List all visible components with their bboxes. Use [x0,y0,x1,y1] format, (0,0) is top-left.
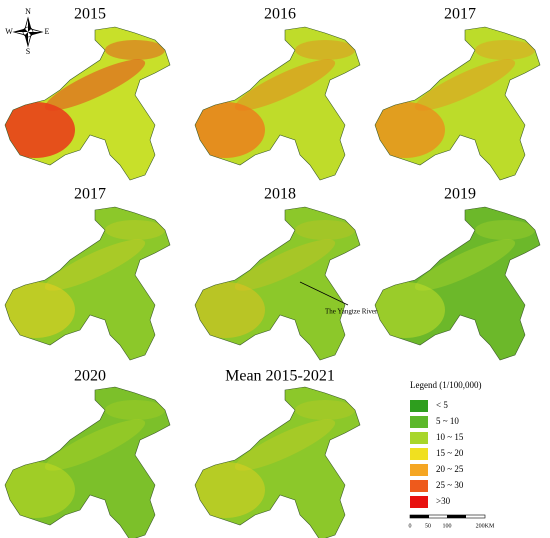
map-panel [4,386,171,538]
map-fill [375,27,540,180]
panel-title: 2015 [74,6,106,23]
region-hot [295,220,355,240]
map-panel [194,26,361,181]
region-hot [414,239,516,291]
region-hot [475,220,535,240]
map-fill [5,207,170,360]
legend-swatch [410,416,428,428]
region-hot [295,400,355,420]
panel-title: Mean 2015-2021 [225,368,335,385]
region-hot [105,400,165,420]
map-panel [194,206,361,361]
legend-title: Legend (1/100,000) [410,380,481,390]
map-fill [5,387,170,538]
map-panel [194,386,361,538]
region-hot [44,239,146,291]
scale-label: 100 [443,523,452,529]
legend-label: 20 ~ 25 [436,464,464,474]
region-hot [234,419,336,471]
legend: < 5 5 ~ 10 10 ~ 15 15 ~ 20 20 ~ 25 25 ~ 30 >30 [410,400,464,508]
region-hot [475,40,535,60]
legend-label: >30 [436,496,451,506]
scale-label: 0 [409,523,412,529]
legend-label: 10 ~ 15 [436,432,464,442]
scale-label: 50 [425,523,431,529]
region-hot [195,102,265,158]
region-hot [44,59,146,111]
region-hot [5,462,75,518]
legend-swatch [410,448,428,460]
region-hot [5,282,75,338]
panel-title: 2019 [444,186,476,203]
panel-title: 2020 [74,368,106,385]
region-hot [5,102,75,158]
region-hot [105,40,165,60]
map-panel [374,26,541,181]
region-hot [195,282,265,338]
scale-bar-seg [410,515,429,518]
compass-s: S [26,47,30,56]
region-hot [234,59,336,111]
region-hot [414,59,516,111]
map-fill [195,27,360,180]
legend-swatch [410,496,428,508]
compass-fill [14,18,42,46]
map-fill [195,207,360,360]
region-hot [105,220,165,240]
panel-title: 2018 [264,186,296,203]
compass-ring [22,26,34,38]
scale-bar-seg [447,515,466,518]
compass-n: N [25,7,31,16]
map-panel [4,206,171,361]
legend-swatch [410,432,428,444]
region-hot [295,40,355,60]
map-panel [374,206,541,361]
legend-swatch [410,464,428,476]
compass-w: W [5,27,13,36]
region-hot [44,419,146,471]
region-hot [234,239,336,291]
legend-label: < 5 [436,400,448,410]
legend-label: 25 ~ 30 [436,480,464,490]
compass-e: E [45,27,50,36]
scale-label: 200KM [476,523,495,529]
legend-swatch [410,400,428,412]
panel-title: 2017 [444,6,476,23]
map-fill [195,387,360,538]
compass: N E S W [5,7,49,56]
legend-label: 5 ~ 10 [436,416,459,426]
annotation: The Yangtze River [325,308,378,316]
map-fill [375,207,540,360]
region-hot [375,102,445,158]
region-hot [195,462,265,518]
legend-label: 15 ~ 20 [436,448,464,458]
region-hot [375,282,445,338]
annotation-arrow [299,281,349,306]
legend-swatch [410,480,428,492]
panel-title: 2016 [264,6,296,23]
panels [4,26,541,538]
scale-bar [409,514,486,519]
panel-title: 2017 [74,186,106,203]
